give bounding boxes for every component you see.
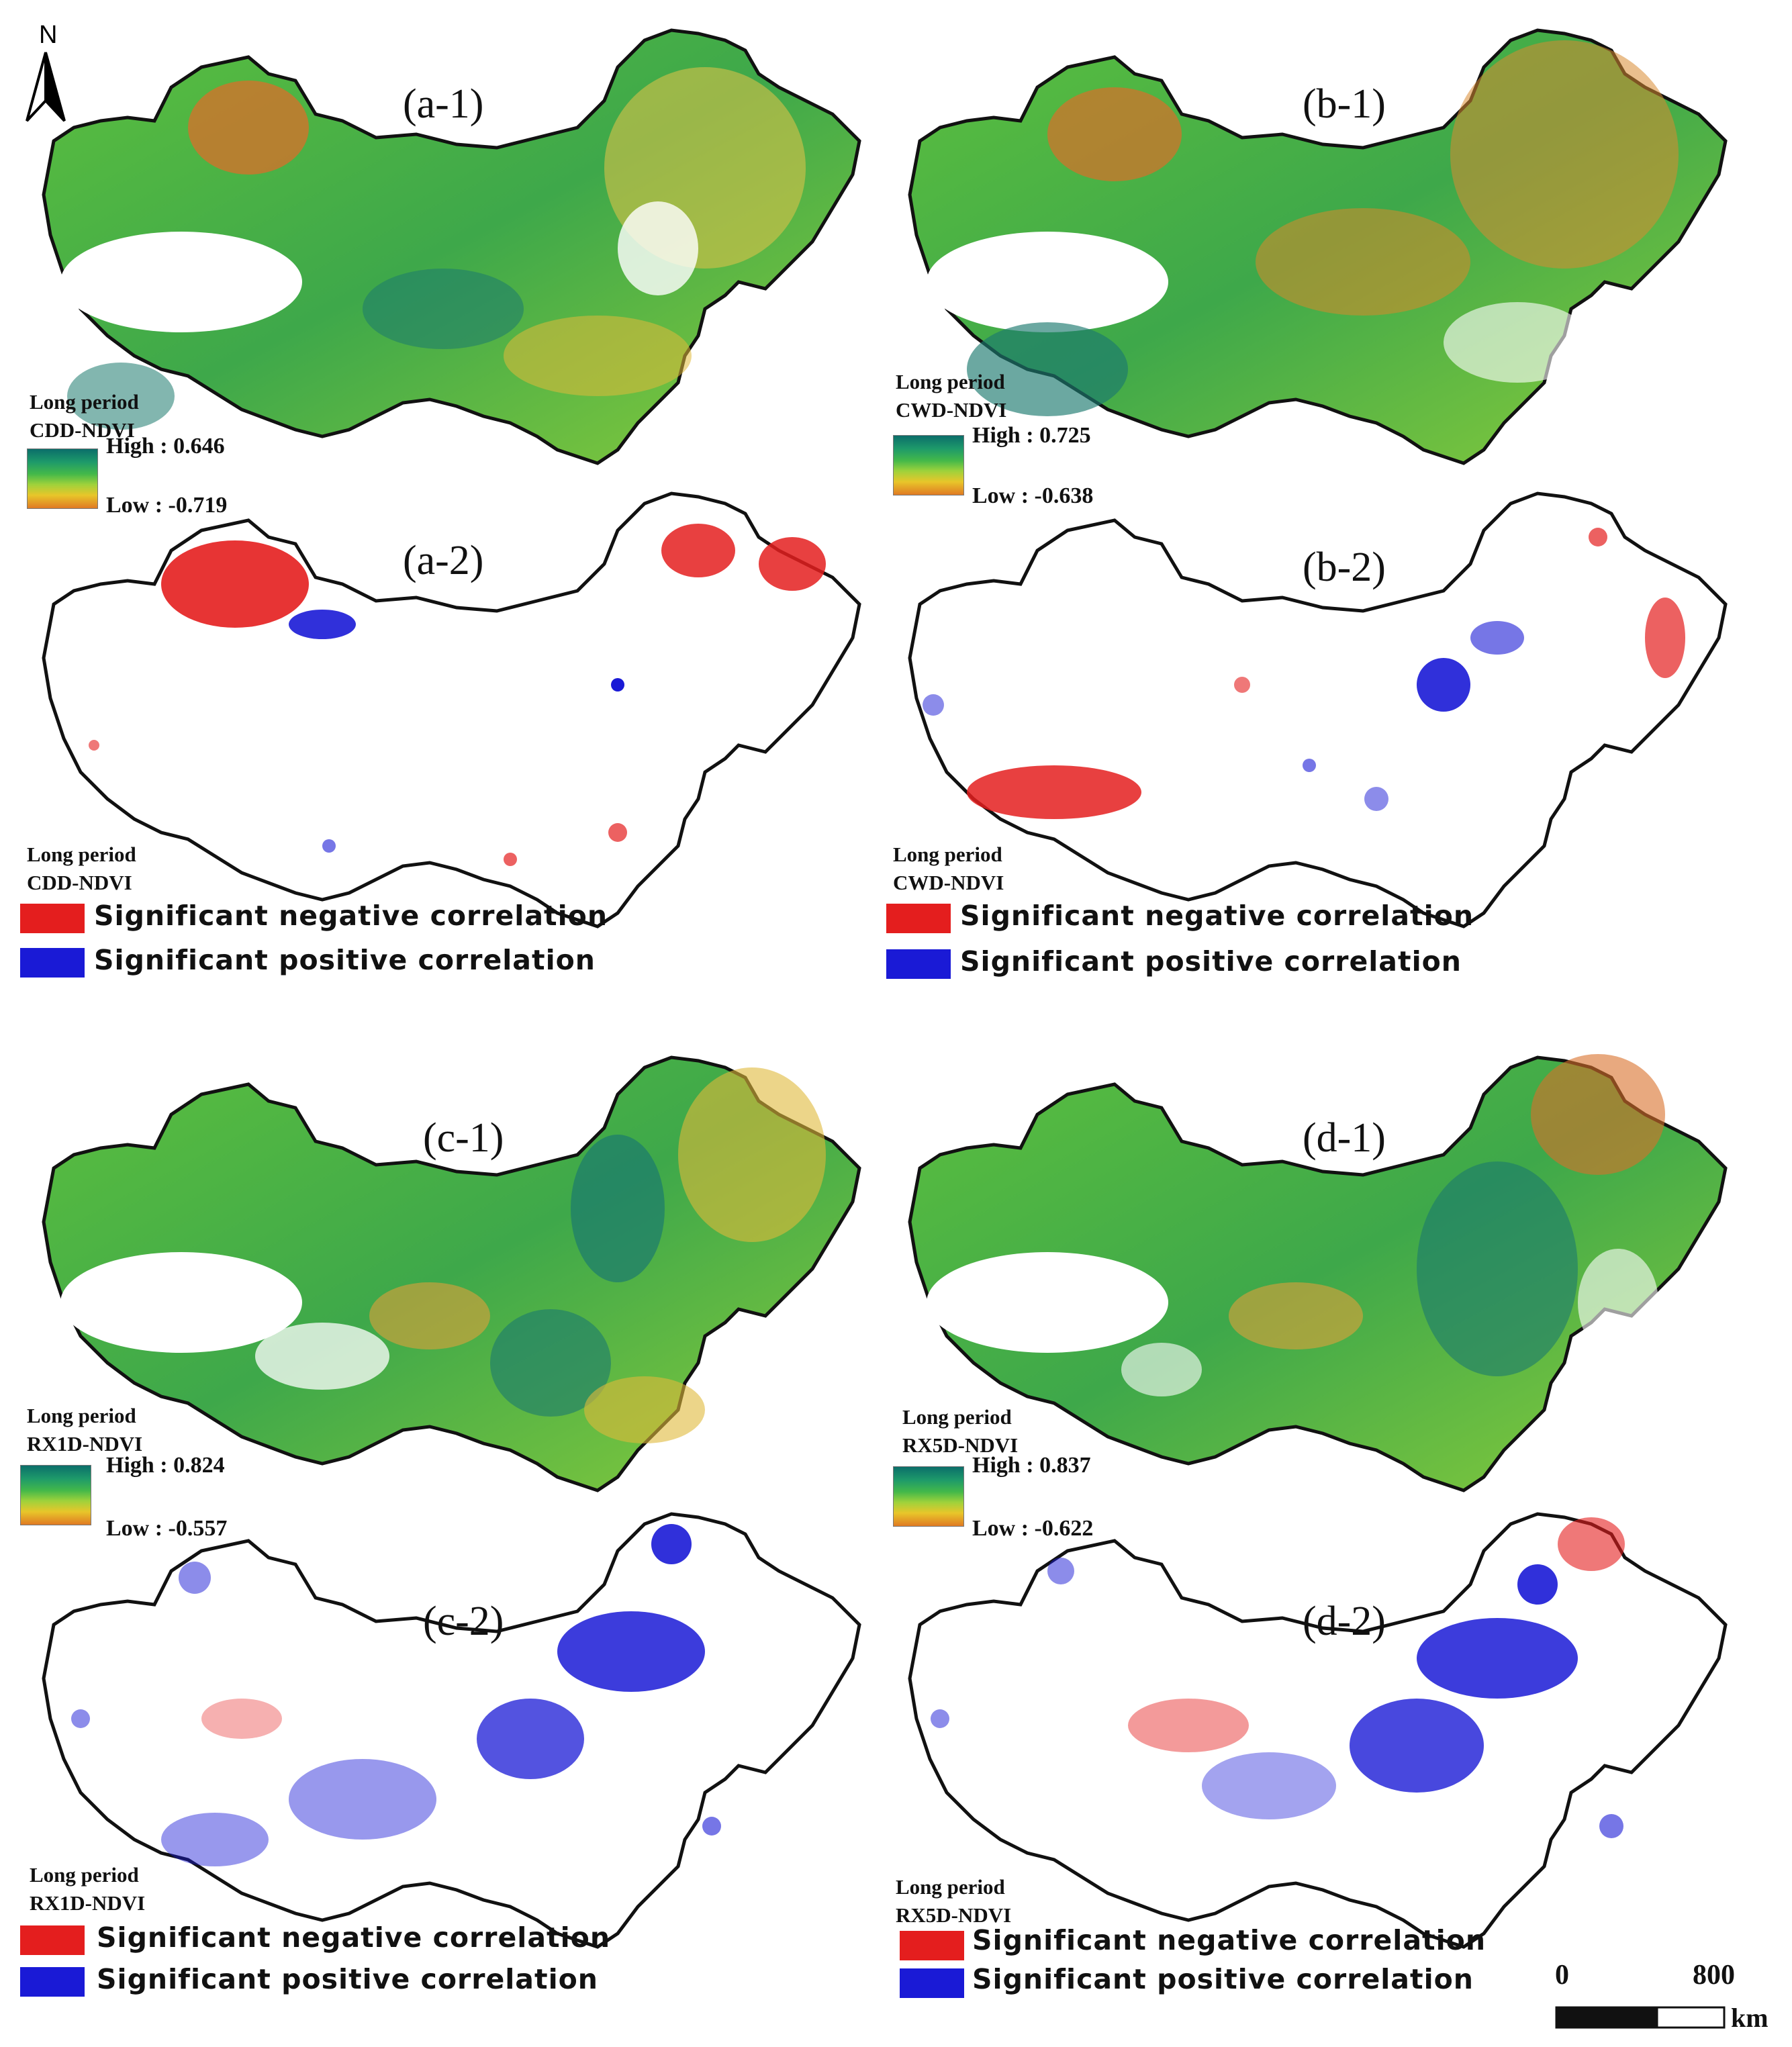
legend-swatch-positive — [900, 1968, 964, 1998]
color-ramp — [893, 435, 964, 495]
legend-positive-label: Significant positive correlation — [97, 1963, 598, 1995]
legend-title-line2: CWD-NDVI — [893, 871, 1004, 894]
ramp-low-value: Low : -0.719 — [106, 493, 228, 518]
legend-swatch-positive — [20, 1967, 85, 1997]
panel-label: (c-1) — [423, 1115, 504, 1161]
scale-bar-end: 800 — [1693, 1960, 1735, 1991]
ramp-low-value: Low : -0.638 — [972, 483, 1094, 508]
legend-negative-label: Significant negative correlation — [960, 900, 1474, 932]
ramp-high-value: High : 0.725 — [972, 423, 1091, 448]
scale-bar-graphic — [1555, 2006, 1726, 2029]
color-ramp — [893, 1466, 964, 1527]
map-d2 — [893, 1504, 1739, 1974]
panel-b1: (b-1) Long period CWD-NDVI High : 0.725 … — [893, 20, 1739, 517]
ramp-high-value: High : 0.646 — [106, 434, 225, 459]
map-b1 — [893, 20, 1739, 490]
color-ramp — [20, 1465, 91, 1525]
panel-label: (c-2) — [423, 1599, 504, 1644]
map-c2 — [27, 1504, 873, 1974]
legend-title-line2: RX5D-NDVI — [902, 1433, 1019, 1457]
legend-title-line1: Long period — [893, 843, 1002, 866]
ramp-low-value: Low : -0.622 — [972, 1516, 1094, 1541]
scale-bar-start: 0 — [1555, 1960, 1569, 1991]
legend-swatch-negative — [886, 904, 951, 933]
panel-label: (a-2) — [403, 538, 484, 583]
legend-swatch-negative — [20, 904, 85, 933]
ramp-high-value: High : 0.837 — [972, 1453, 1091, 1478]
panel-a2: (a-2) Long period CDD-NDVI Significant n… — [20, 483, 873, 994]
ramp-high-value: High : 0.824 — [106, 1453, 225, 1478]
scale-bar-unit: km — [1731, 2003, 1769, 2033]
panel-a1: (a-1) Long period CDD-NDVI High : 0.646 … — [27, 20, 873, 518]
panel-label: (d-1) — [1303, 1115, 1386, 1161]
legend-negative-label: Significant negative correlation — [94, 900, 608, 932]
legend-negative-label: Significant negative correlation — [972, 1924, 1487, 1956]
legend-title-line2: RX5D-NDVI — [896, 1903, 1012, 1927]
legend-negative-label: Significant negative correlation — [97, 1921, 611, 1954]
legend-swatch-positive — [20, 948, 85, 978]
legend-title-line2: RX1D-NDVI — [27, 1432, 143, 1456]
legend-swatch-negative — [20, 1925, 85, 1955]
north-label: N — [39, 21, 57, 49]
legend-title-line1: Long period — [896, 1875, 1005, 1899]
legend-swatch-negative — [900, 1931, 964, 1960]
legend-title-line1: Long period — [30, 1863, 139, 1887]
north-arrow: N — [19, 20, 73, 131]
panel-d2: (d-2) Long period RX5D-NDVI Significant … — [893, 1504, 1739, 2041]
legend-title-line2: CDD-NDVI — [27, 871, 132, 894]
map-c1 — [27, 1047, 873, 1517]
panel-c1: (c-1) Long period RX1D-NDVI High : 0.824… — [20, 1047, 873, 1558]
panel-c2: (c-2) Long period RX1D-NDVI Significant … — [20, 1504, 873, 2041]
map-a1 — [27, 20, 873, 490]
panel-label: (b-2) — [1303, 544, 1386, 590]
panel-b2: (b-2) Long period CWD-NDVI Significant n… — [886, 483, 1739, 994]
ramp-low-value: Low : -0.557 — [106, 1516, 228, 1541]
legend-positive-label: Significant positive correlation — [94, 944, 596, 976]
panel-d1: (d-1) Long period RX5D-NDVI High : 0.837… — [893, 1047, 1739, 1558]
panel-label: (d-2) — [1303, 1599, 1386, 1644]
legend-title-line1: Long period — [27, 843, 136, 866]
legend-positive-label: Significant positive correlation — [972, 1963, 1474, 1995]
legend-positive-label: Significant positive correlation — [960, 945, 1462, 978]
panel-label: (a-1) — [403, 81, 484, 127]
legend-title-line1: Long period — [30, 390, 139, 414]
north-arrow-icon: N — [26, 21, 66, 122]
legend-title-line1: Long period — [27, 1404, 136, 1427]
map-b2 — [893, 483, 1739, 953]
panel-label: (b-1) — [1303, 81, 1386, 127]
legend-title-line2: CWD-NDVI — [896, 398, 1007, 422]
legend-title-line2: RX1D-NDVI — [30, 1891, 146, 1915]
legend-title-line1: Long period — [896, 370, 1005, 393]
legend-swatch-positive — [886, 949, 951, 979]
legend-title-line1: Long period — [902, 1405, 1012, 1429]
color-ramp — [27, 448, 98, 509]
legend-title-line2: CDD-NDVI — [30, 418, 135, 442]
map-d1 — [893, 1054, 1739, 1517]
map-a2 — [27, 483, 873, 953]
